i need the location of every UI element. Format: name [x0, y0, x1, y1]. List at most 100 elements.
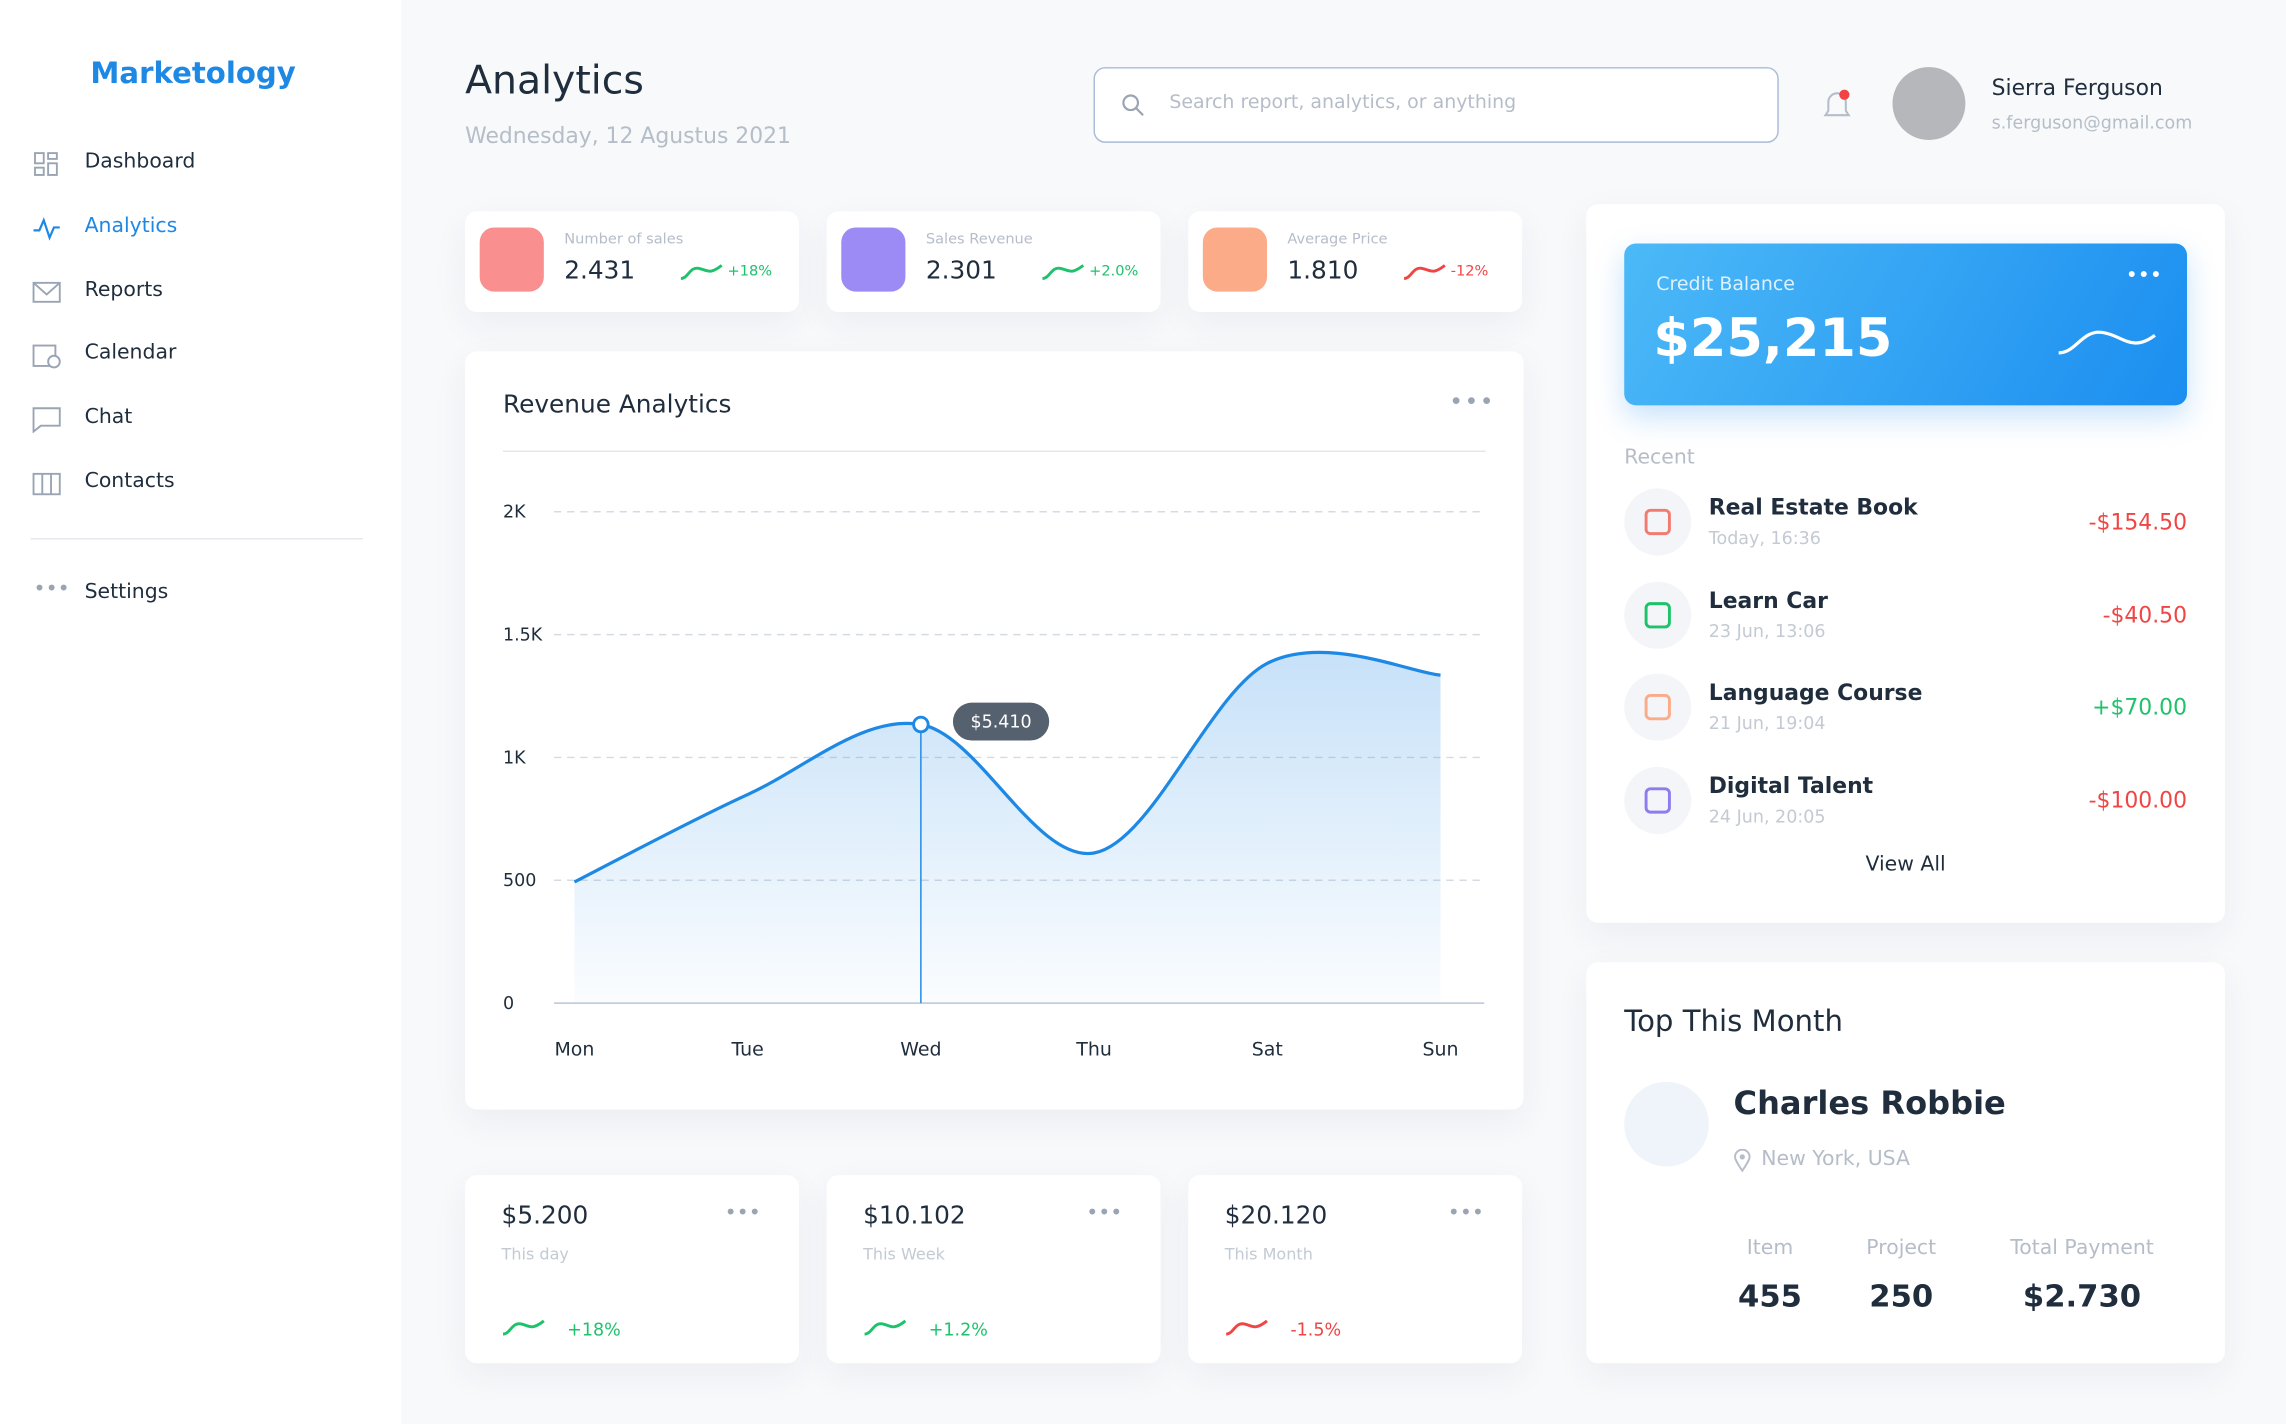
recent-name: Learn Car [1708, 586, 1828, 614]
tooltip-bg [952, 702, 1050, 741]
summary-value: $5.200 [501, 1201, 589, 1231]
sparkline [680, 264, 723, 280]
line [573, 650, 1441, 884]
x-tick-label: Sat [1252, 1039, 1283, 1061]
nav-icon [33, 217, 60, 241]
stat-value: 2.301 [925, 256, 997, 286]
recent-icon [1624, 581, 1692, 649]
x-tick-label: Wed [900, 1039, 941, 1061]
y-tick-label: 1.5K [503, 625, 543, 645]
summary-change: +1.2% [928, 1319, 988, 1340]
recent-icon [1624, 673, 1692, 741]
nav-item[interactable]: Chat [84, 405, 133, 429]
top-stat-value: $2.730 [2022, 1278, 2142, 1314]
top-title: Top This Month [1624, 1003, 1843, 1039]
sparkline [502, 1319, 545, 1336]
summary-value: $10.102 [863, 1201, 966, 1231]
more-button[interactable]: ••• [2125, 263, 2162, 288]
y-tick-label: 1K [503, 748, 526, 768]
stat-change: -12% [1450, 263, 1489, 280]
top-avatar [1624, 1081, 1709, 1167]
search-box[interactable]: Search report, analytics, or anything [1093, 67, 1779, 143]
wave-icon [2058, 330, 2156, 355]
x-tick-label: Sun [1422, 1039, 1458, 1061]
recent-amount: +$70.00 [2092, 694, 2187, 721]
x-tick-label: Thu [1075, 1039, 1112, 1061]
area [574, 652, 1441, 1004]
chart-title: Revenue Analytics [503, 390, 732, 420]
stat-label: Average Price [1287, 231, 1388, 248]
top-stat-label: Total Payment [2010, 1236, 2154, 1260]
credit-label: Credit Balance [1656, 274, 1795, 296]
recent-amount: -$100.00 [2088, 786, 2187, 813]
stat-change: +18% [727, 263, 773, 280]
pin-icon [1734, 1148, 1751, 1173]
bell[interactable] [1821, 87, 1853, 122]
y-tick-label: 2K [503, 503, 526, 523]
top-name: Charles Robbie [1733, 1086, 2006, 1123]
stat-value: 2.431 [564, 256, 636, 286]
credit-card: Credit Balance $25,215 ••• [1624, 243, 2187, 406]
revenue-chart: 0 500 1K 1.5K 2K Mon Tue Wed Thu Sat Sun $5.410 [503, 503, 1485, 1061]
nav-item[interactable]: Settings [84, 580, 169, 604]
recent-name: Language Course [1708, 679, 1923, 706]
stat-change: +2.0% [1089, 263, 1139, 280]
sidebar [0, 0, 401, 1424]
date: Wednesday, 12 Agustus 2021 [465, 122, 791, 149]
recent-icon-glyph [1644, 694, 1671, 721]
summary-change: +18% [567, 1319, 621, 1340]
x-tick-label: Mon [554, 1039, 594, 1061]
summary-card [465, 1175, 799, 1364]
user-name: Sierra Ferguson [1991, 74, 2163, 101]
nav-item[interactable]: Calendar [84, 341, 177, 365]
top-stat-value: 455 [1738, 1278, 1802, 1314]
sparkline [864, 1319, 907, 1336]
view-all[interactable]: View All [1865, 852, 1946, 877]
stat-value: 1.810 [1287, 256, 1359, 286]
recent-icon [1624, 488, 1692, 556]
recent-icon [1624, 766, 1692, 834]
summary-card [826, 1175, 1161, 1364]
nav-icon [32, 472, 61, 496]
y-tick-label: 500 [503, 871, 536, 891]
nav-item[interactable]: Analytics [84, 214, 178, 238]
more-button[interactable]: ••• [1447, 1201, 1484, 1225]
user-email: s.ferguson@gmail.com [1991, 112, 2193, 133]
recent-icon-glyph [1644, 601, 1671, 628]
x-tick-label: Tue [730, 1039, 763, 1061]
stat-label: Number of sales [564, 231, 684, 248]
more-button[interactable]: ••• [1449, 387, 1495, 416]
top-location: New York, USA [1761, 1147, 1910, 1171]
stat-icon [479, 227, 544, 292]
nav-icon [32, 407, 61, 434]
avatar[interactable] [1892, 67, 1966, 140]
recent-time: 23 Jun, 13:06 [1708, 620, 1826, 641]
recent-time: Today, 16:36 [1708, 527, 1821, 549]
summary-card [1188, 1175, 1523, 1364]
divider [30, 538, 364, 540]
nav-item[interactable]: Reports [84, 278, 163, 302]
search-placeholder: Search report, analytics, or anything [1169, 91, 1517, 114]
recent-name: Real Estate Book [1708, 494, 1918, 521]
recent-time: 24 Jun, 20:05 [1708, 805, 1826, 826]
summary-label: This Week [863, 1245, 945, 1265]
recent-name: Digital Talent [1708, 772, 1874, 799]
sparkline [1225, 1319, 1268, 1336]
recent-icon-glyph [1644, 508, 1671, 536]
more-button[interactable]: ••• [724, 1201, 761, 1225]
more-button[interactable]: ••• [1086, 1201, 1123, 1225]
summary-label: This Month [1224, 1245, 1313, 1265]
nav-item[interactable]: Contacts [84, 469, 175, 493]
y-tick-label: 0 [503, 994, 514, 1014]
nav-item[interactable]: Dashboard [84, 150, 196, 174]
recent-amount: -$40.50 [2102, 601, 2187, 628]
recent-time: 21 Jun, 19:04 [1708, 712, 1826, 734]
marker-point [912, 715, 930, 734]
summary-change: -1.5% [1290, 1319, 1342, 1340]
nav-icon: ••• [33, 577, 70, 601]
brand: Marketology [90, 55, 296, 91]
summary-label: This day [501, 1245, 569, 1265]
nav-icon [32, 344, 61, 369]
